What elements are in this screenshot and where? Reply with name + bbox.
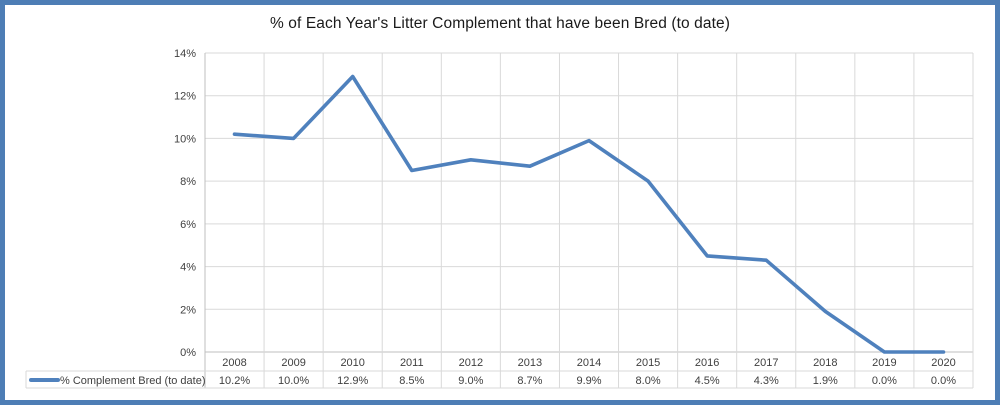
x-axis-year-label: 2010 <box>340 357 364 369</box>
table-value-label: 8.0% <box>636 375 661 387</box>
table-value-label: 8.5% <box>399 375 424 387</box>
table-value-label: 9.9% <box>576 375 601 387</box>
x-axis-year-label: 2012 <box>459 357 483 369</box>
table-value-label: 0.0% <box>931 375 956 387</box>
x-axis-year-label: 2016 <box>695 357 719 369</box>
y-axis-tick-label: 2% <box>180 304 196 316</box>
x-axis-year-label: 2014 <box>577 357 601 369</box>
y-axis-tick-label: 8% <box>180 176 196 188</box>
table-value-label: 0.0% <box>872 375 897 387</box>
table-value-label: 9.0% <box>458 375 483 387</box>
x-axis-year-label: 2017 <box>754 357 778 369</box>
table-value-label: 12.9% <box>337 375 368 387</box>
table-value-label: 8.7% <box>517 375 542 387</box>
data-series-line <box>232 74 946 354</box>
table-value-label: 4.3% <box>754 375 779 387</box>
x-axis-year-label: 2011 <box>400 357 424 369</box>
table-value-label: 1.9% <box>813 375 838 387</box>
x-axis-year-label: 2019 <box>872 357 896 369</box>
y-axis-tick-label: 0% <box>180 347 196 359</box>
x-axis-year-label: 2018 <box>813 357 837 369</box>
x-axis-year-label: 2009 <box>281 357 305 369</box>
table-value-label: 4.5% <box>695 375 720 387</box>
x-axis-year-label: 2013 <box>518 357 542 369</box>
y-axis-tick-label: 14% <box>174 48 196 60</box>
y-axis-tick-label: 10% <box>174 133 196 145</box>
y-axis-tick-label: 12% <box>174 91 196 103</box>
table-value-label: 10.2% <box>219 375 250 387</box>
legend-label: % Complement Bred (to date) <box>60 375 206 387</box>
line-chart: 0% 2% 4% 6% 8% 10% 12% 14% 2008 10.2% 2009 10.0% 201… <box>25 48 974 389</box>
x-axis-year-label: 2020 <box>931 357 955 369</box>
y-axis-tick-label: 4% <box>180 262 196 274</box>
x-axis-year-label: 2015 <box>636 357 660 369</box>
table-value-label: 10.0% <box>278 375 309 387</box>
chart-title: % of Each Year's Litter Complement that … <box>270 15 730 32</box>
y-axis-tick-label: 6% <box>180 219 196 231</box>
x-axis-year-label: 2008 <box>222 357 246 369</box>
